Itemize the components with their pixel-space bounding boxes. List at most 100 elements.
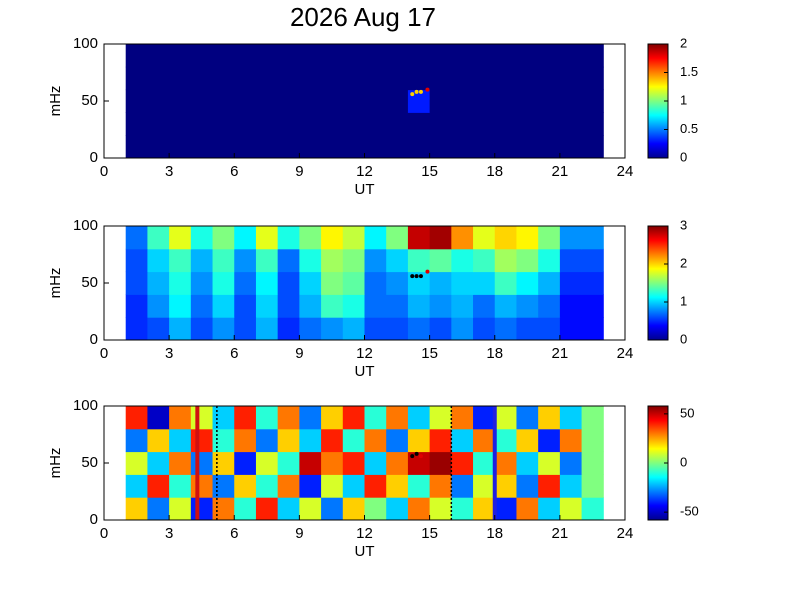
colorbar-tick-label: 1.5 bbox=[680, 64, 698, 79]
heat-cell bbox=[538, 497, 561, 521]
heat-cell bbox=[429, 248, 452, 273]
heat-cell bbox=[364, 66, 387, 91]
heat-cell bbox=[429, 66, 452, 91]
heat-cell bbox=[342, 497, 365, 521]
heat-cell bbox=[559, 271, 583, 295]
heat-cell bbox=[255, 248, 279, 273]
heat-cell bbox=[342, 294, 365, 318]
heat-cell bbox=[516, 497, 539, 521]
heat-cell bbox=[234, 248, 257, 273]
heat-cell bbox=[473, 406, 496, 430]
y-tick-label: 50 bbox=[81, 454, 98, 471]
heat-cell bbox=[147, 89, 170, 113]
heat-cell bbox=[234, 89, 257, 113]
heat-cell bbox=[125, 451, 148, 475]
heat-cell bbox=[342, 226, 365, 250]
colorbar-tick-label: 0 bbox=[680, 454, 687, 469]
heat-cell bbox=[234, 135, 257, 159]
heat-cell bbox=[429, 474, 452, 498]
heat-cell bbox=[494, 226, 517, 250]
heat-cell bbox=[321, 248, 344, 273]
heat-cell bbox=[190, 451, 214, 475]
heat-cell bbox=[581, 66, 604, 91]
heat-cell bbox=[169, 406, 192, 430]
x-tick-label: 0 bbox=[100, 345, 108, 362]
x-tick-label: 21 bbox=[552, 163, 569, 180]
x-axis-label: UT bbox=[355, 181, 375, 198]
heat-cell bbox=[190, 317, 214, 341]
x-tick-label: 0 bbox=[100, 163, 108, 180]
heat-cell bbox=[559, 294, 583, 318]
heat-cell bbox=[559, 474, 583, 498]
heat-cell bbox=[429, 135, 452, 159]
x-tick-label: 15 bbox=[421, 163, 438, 180]
heat-cell bbox=[516, 406, 539, 430]
x-tick-label: 12 bbox=[356, 163, 373, 180]
event-point bbox=[414, 89, 419, 94]
event-point bbox=[418, 89, 423, 94]
heat-cell bbox=[299, 44, 322, 68]
colorbar-tick-label: 0.5 bbox=[680, 121, 698, 136]
heat-cell bbox=[321, 497, 344, 521]
heat-cell bbox=[147, 248, 170, 273]
heat-cell bbox=[277, 226, 300, 250]
y-tick-label: 100 bbox=[73, 35, 98, 52]
heat-cell bbox=[581, 135, 604, 159]
heat-cell bbox=[494, 44, 517, 68]
heat-cell bbox=[212, 294, 235, 318]
heat-cell bbox=[190, 271, 214, 295]
heat-cell bbox=[125, 474, 148, 498]
heat-cell bbox=[342, 248, 365, 273]
x-tick-label: 3 bbox=[165, 525, 173, 542]
x-tick-label: 18 bbox=[486, 163, 503, 180]
heat-cell bbox=[516, 474, 539, 498]
heat-cell bbox=[429, 89, 452, 113]
heat-cell bbox=[451, 474, 474, 498]
y-axis-label: mHz bbox=[47, 268, 64, 299]
heat-cell bbox=[212, 226, 235, 250]
heat-cell bbox=[559, 226, 583, 250]
heat-cell bbox=[581, 226, 604, 250]
heat-cell bbox=[169, 271, 192, 295]
heat-cell bbox=[299, 294, 322, 318]
heat-cell bbox=[277, 451, 300, 475]
heat-cell bbox=[538, 112, 561, 136]
heat-cell bbox=[451, 226, 474, 250]
heat-cell bbox=[147, 44, 170, 68]
heat-cell bbox=[516, 112, 539, 136]
heat-cell bbox=[277, 294, 300, 318]
heat-cell bbox=[516, 135, 539, 159]
heat-cell bbox=[386, 226, 409, 250]
x-tick-label: 21 bbox=[552, 345, 569, 362]
heat-cell bbox=[429, 44, 452, 68]
y-axis-label: mHz bbox=[47, 86, 64, 117]
x-tick-label: 9 bbox=[295, 163, 303, 180]
heat-cell bbox=[255, 497, 279, 521]
colorbar-tick-label: 50 bbox=[680, 405, 694, 420]
event-point bbox=[425, 269, 430, 274]
heat-cell bbox=[255, 135, 279, 159]
heat-cell bbox=[299, 271, 322, 295]
heat-cell bbox=[147, 226, 170, 250]
heat-cell bbox=[342, 428, 365, 453]
heat-cell bbox=[147, 112, 170, 136]
heat-cell bbox=[581, 89, 604, 113]
heat-cell bbox=[429, 406, 452, 430]
heat-cell bbox=[364, 248, 387, 273]
heat-cell bbox=[386, 271, 409, 295]
heat-cell bbox=[277, 474, 300, 498]
heat-cell bbox=[473, 112, 496, 136]
heat-cell bbox=[342, 135, 365, 159]
heat-cell bbox=[342, 406, 365, 430]
heat-cell bbox=[538, 294, 561, 318]
x-tick-label: 21 bbox=[552, 525, 569, 542]
heat-cell bbox=[212, 271, 235, 295]
heat-cell bbox=[342, 89, 365, 113]
heat-cell bbox=[451, 66, 474, 91]
heat-cell bbox=[473, 428, 496, 453]
heat-cell bbox=[125, 226, 148, 250]
heat-cell bbox=[429, 294, 452, 318]
heat-cell bbox=[255, 271, 279, 295]
heat-cell bbox=[559, 406, 583, 430]
